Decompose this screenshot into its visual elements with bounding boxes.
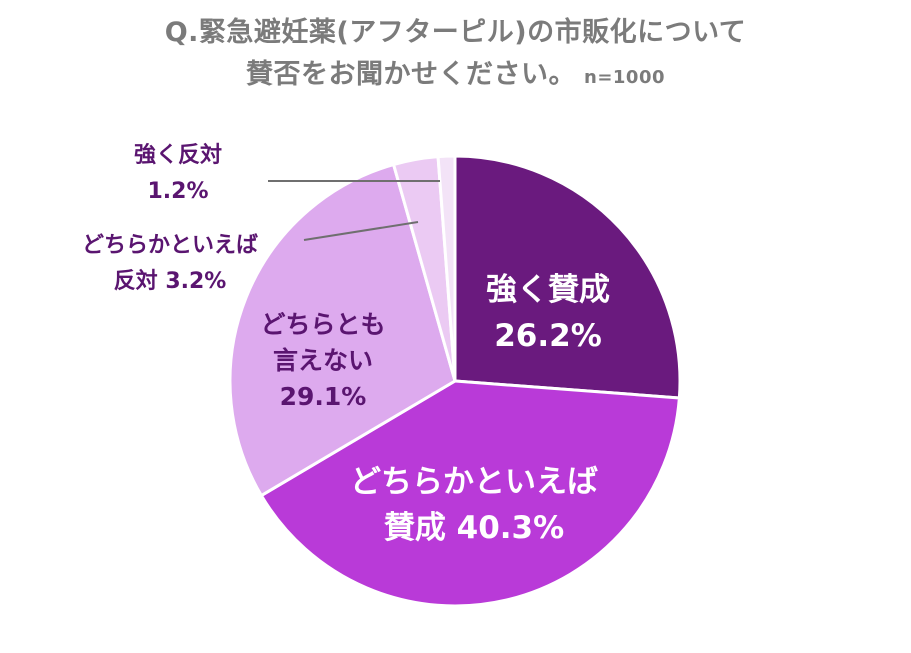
slice-label-4-line-1: どちらかといえば bbox=[82, 233, 258, 258]
leader-line-4 bbox=[303, 221, 419, 241]
pie-slice-5 bbox=[436, 154, 457, 382]
slice-label-5-line-1: 強く反対 bbox=[134, 142, 222, 168]
slice-label-2-line-2: 賛成 40.3% bbox=[384, 510, 564, 546]
slice-label-1-line-2: 26.2% bbox=[494, 318, 602, 354]
leader-lines bbox=[268, 180, 440, 241]
slice-label-5-line-2: 1.2% bbox=[147, 179, 208, 204]
sample-size: n=1000 bbox=[584, 67, 665, 88]
pie-slices bbox=[228, 154, 682, 608]
pie-slice-3 bbox=[228, 162, 457, 498]
slice-label-4-line-2: 反対 3.2% bbox=[114, 269, 227, 294]
chart-title-line1: Q.緊急避妊薬(アフターピル)の市販化について bbox=[164, 17, 747, 48]
slice-label-2-line-1: どちらかといえば bbox=[350, 464, 598, 500]
slice-label-3-line-1: どちらとも bbox=[260, 310, 385, 339]
slice-label-1-line-1: 強く賛成 bbox=[486, 272, 610, 308]
pie-slice-2 bbox=[259, 379, 681, 608]
slice-label-3-line-2: 言えない bbox=[273, 346, 373, 375]
slice-label-3-line-3: 29.1% bbox=[280, 382, 367, 411]
chart-title-line2: 賛否をお聞かせください。 n=1000 bbox=[246, 59, 665, 90]
pie-slice-1 bbox=[453, 154, 682, 400]
